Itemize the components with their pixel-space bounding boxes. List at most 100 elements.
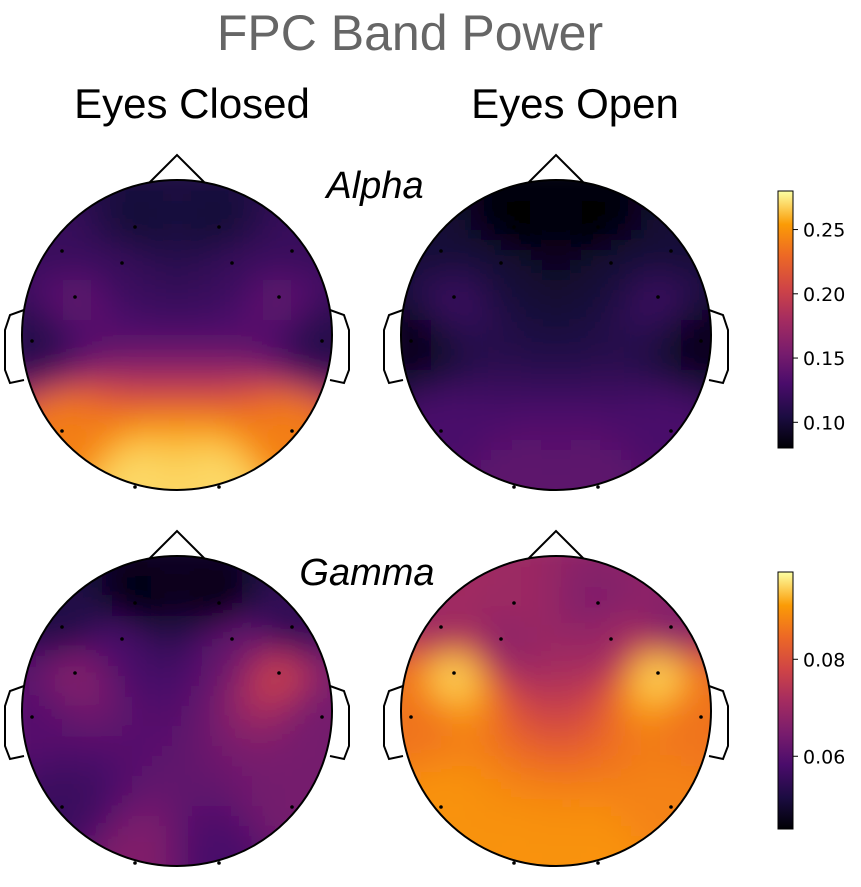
heat-cell	[461, 556, 472, 557]
heat-cell	[312, 420, 323, 431]
heat-cell	[252, 270, 263, 281]
heat-cell	[2, 676, 13, 687]
heat-cell	[172, 736, 183, 747]
heat-cell	[82, 510, 93, 521]
heat-cell	[721, 410, 732, 421]
heat-cell	[22, 526, 33, 537]
heat-cell	[741, 400, 752, 411]
heat-cell	[501, 400, 512, 411]
heat-cell	[741, 460, 752, 471]
heat-cell	[92, 626, 103, 637]
heat-cell	[282, 380, 293, 391]
heat-cell	[0, 536, 3, 547]
heat-cell	[431, 420, 442, 431]
heat-cell	[471, 260, 482, 271]
heat-cell	[132, 240, 143, 251]
heat-cell	[172, 510, 183, 521]
heat-cell	[381, 350, 392, 361]
heat-cell	[461, 626, 472, 637]
heat-cell	[581, 490, 592, 501]
heat-cell	[192, 746, 203, 757]
heat-cell	[322, 816, 332, 827]
heat-cell	[661, 536, 672, 547]
heat-cell	[332, 776, 343, 787]
heat-cell	[342, 726, 353, 737]
heat-cell	[441, 606, 452, 617]
heat-cell	[242, 460, 253, 471]
heat-cell	[302, 816, 313, 827]
heat-cell	[342, 606, 353, 617]
heat-cell	[0, 290, 3, 301]
heat-cell	[102, 180, 113, 181]
heat-cell	[711, 210, 722, 221]
heat-cell	[362, 716, 373, 727]
heat-cell	[292, 736, 303, 747]
heat-cell	[212, 666, 223, 677]
heat-cell	[561, 400, 572, 411]
heat-cell	[102, 826, 113, 837]
heat-cell	[621, 180, 632, 181]
heat-cell	[262, 766, 273, 777]
heat-cell	[72, 460, 83, 471]
heat-cell	[92, 370, 103, 381]
heat-cell	[22, 536, 33, 547]
heat-cell	[52, 786, 63, 797]
heat-cell	[571, 676, 582, 687]
heat-cell	[312, 500, 323, 511]
heat-cell	[82, 556, 93, 567]
electrode-marker-11	[60, 805, 64, 809]
heat-cell	[362, 766, 373, 777]
heat-cell	[292, 716, 303, 727]
heat-cell	[671, 380, 682, 391]
heat-cell	[322, 766, 332, 777]
heat-cell	[162, 440, 173, 451]
heat-cell	[421, 270, 432, 281]
heat-cell	[72, 430, 83, 441]
heat-cell	[312, 280, 323, 291]
heat-cell	[282, 766, 293, 777]
heat-cell	[262, 726, 273, 737]
heat-cell	[52, 390, 63, 401]
heat-cell	[112, 160, 123, 171]
heat-cell	[471, 470, 482, 481]
heat-cell	[72, 686, 83, 697]
heat-cell	[631, 430, 642, 441]
heat-cell	[501, 566, 512, 577]
heat-cell	[22, 470, 23, 481]
heat-cell	[621, 556, 632, 567]
heat-cell	[501, 260, 512, 271]
heat-cell	[272, 846, 283, 857]
heat-cell	[401, 240, 412, 251]
heat-cell	[32, 390, 43, 401]
heat-cell	[721, 290, 732, 301]
heat-cell	[192, 360, 203, 371]
heat-cell	[741, 280, 752, 291]
heat-cell	[2, 260, 13, 271]
heat-cell	[481, 250, 492, 261]
heat-cell	[62, 646, 73, 657]
heat-cell	[162, 666, 173, 677]
heat-cell	[651, 536, 662, 547]
heat-cell	[561, 420, 572, 431]
heat-cell	[272, 310, 283, 321]
heat-cell	[352, 520, 363, 531]
heat-cell	[601, 300, 612, 311]
heat-cell	[172, 826, 183, 837]
heat-cell	[142, 290, 153, 301]
heat-cell	[611, 566, 622, 577]
heat-cell	[212, 586, 223, 597]
heat-cell	[282, 836, 293, 847]
heat-cell	[62, 856, 73, 866]
heat-cell	[641, 440, 652, 451]
heat-cell	[92, 180, 103, 191]
heat-cell	[511, 616, 522, 627]
heat-cell	[62, 340, 73, 351]
heat-cell	[551, 656, 562, 667]
heat-cell	[371, 656, 382, 667]
heat-cell	[122, 816, 133, 827]
heat-cell	[441, 300, 452, 311]
heat-cell	[591, 646, 602, 657]
heat-cell	[631, 536, 642, 547]
heat-cell	[232, 350, 243, 361]
heat-cell	[591, 200, 602, 211]
